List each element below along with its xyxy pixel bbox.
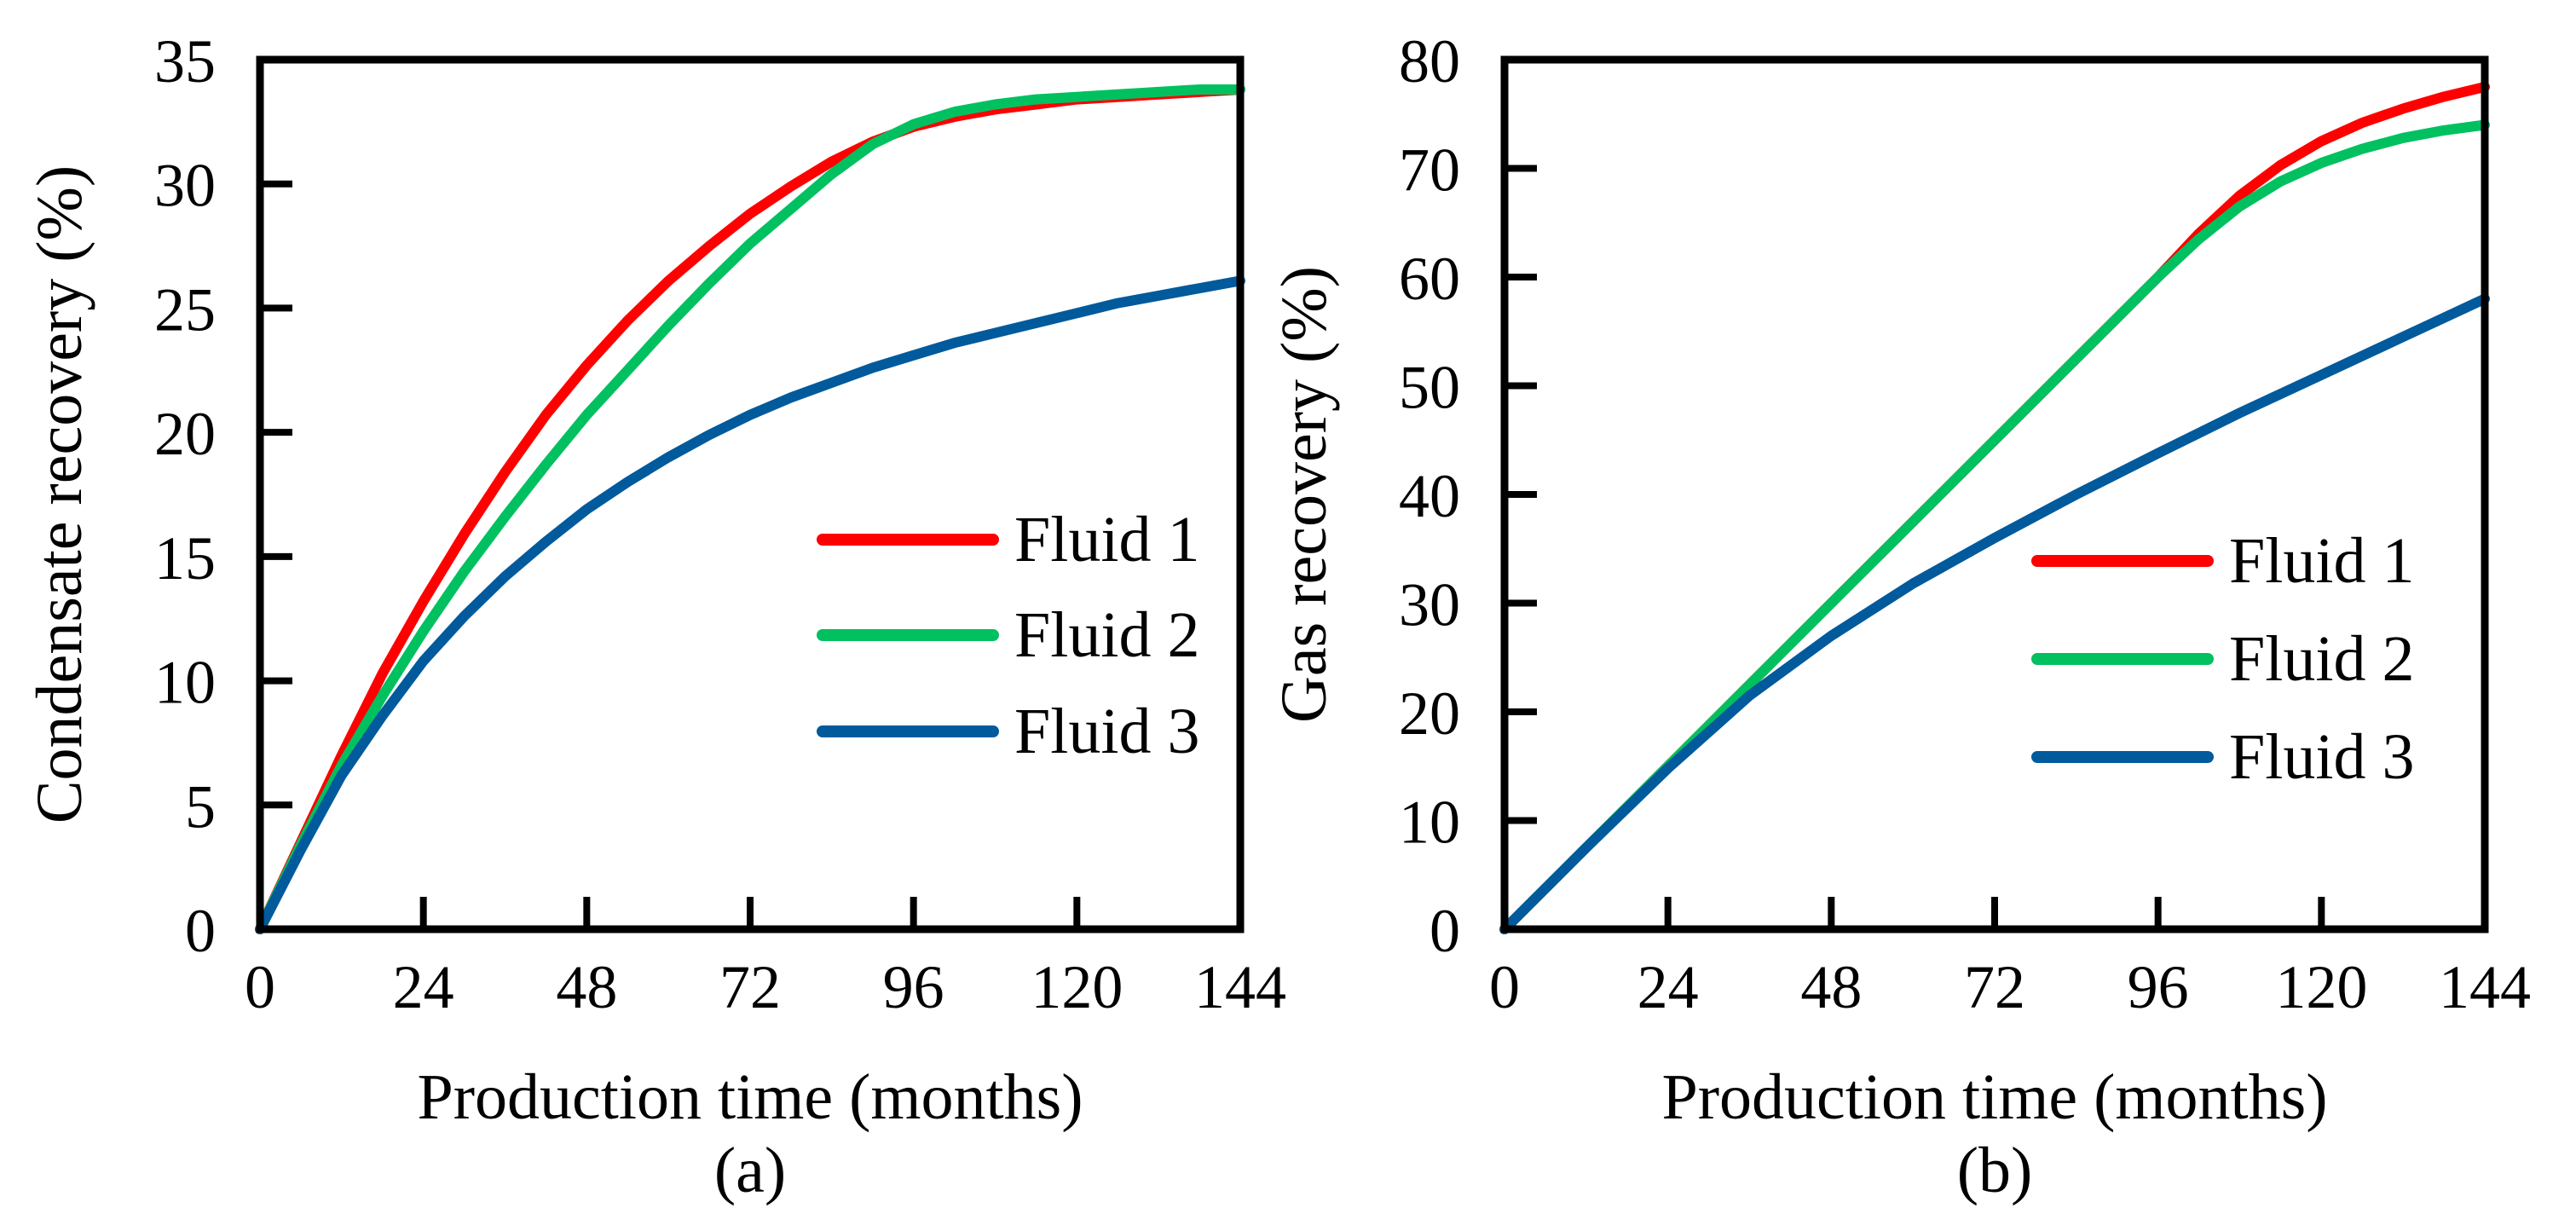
panel-a-y-tick-label-35: 35: [154, 27, 216, 95]
panel-b-x-tick-label-96: 96: [2128, 953, 2189, 1021]
panel-b-legend-label-fluid-2: Fluid 2: [2229, 623, 2415, 695]
panel-a-x-tick-label-72: 72: [719, 953, 781, 1021]
panel-a-y-tick-label-20: 20: [154, 400, 216, 468]
panel-a-y-axis-title: Condensate recovery (%): [24, 165, 95, 824]
panel-a-x-tick-label-48: 48: [556, 953, 617, 1021]
panel-b-y-tick-label-10: 10: [1399, 789, 1460, 857]
panel-b-label: (b): [1957, 1135, 2033, 1206]
panel-a-plot-frame: [256, 55, 1245, 933]
panel-b-y-tick-label-40: 40: [1399, 462, 1460, 530]
panel-a-label: (a): [714, 1135, 786, 1206]
panel-a-x-tick-label-120: 120: [1031, 953, 1123, 1021]
panel-a-legend-label-fluid-2: Fluid 2: [1014, 599, 1200, 671]
panel-b-gas-recovery: 0 24 48 72 96 120 144 0 10 20 30 40 50 60 70 80 Product…: [1268, 27, 2531, 1206]
panel-b-y-tick-label-30: 30: [1399, 571, 1460, 639]
panel-b-x-tick-label-72: 72: [1964, 953, 2025, 1021]
panel-a-y-tick-label-5: 5: [185, 772, 216, 841]
panel-b-y-axis-title: Gas recovery (%): [1268, 266, 1340, 723]
panel-a-legend-label-fluid-1: Fluid 1: [1014, 504, 1200, 575]
panel-b-y-tick-label-70: 70: [1399, 136, 1460, 205]
panel-a-series-line-fluid-2: [255, 84, 1245, 934]
panel-a-condensate-recovery: 0 24 48 72 96 120 144 0 5 10 15 20 25 30 35 Production…: [24, 27, 1286, 1206]
panel-a-y-tick-label-25: 25: [154, 275, 216, 344]
panel-b-series-line-fluid-2: [1499, 119, 2490, 934]
panel-a-legend-label-fluid-3: Fluid 3: [1014, 696, 1200, 767]
panel-b-y-tick-label-60: 60: [1399, 245, 1460, 313]
panel-a-x-axis-title: Production time (months): [417, 1061, 1083, 1133]
panel-b-series-line-fluid-3: [1499, 293, 2490, 934]
panel-b-legend-label-fluid-3: Fluid 3: [2229, 721, 2415, 793]
panel-a-y-tick-label-10: 10: [154, 649, 216, 717]
panel-b-y-tick-label-80: 80: [1399, 27, 1460, 95]
panel-a-y-tick-label-0: 0: [185, 897, 216, 965]
panel-b-legend: Fluid 1 Fluid 2 Fluid 3: [2031, 525, 2415, 793]
panel-a-y-tick-label-15: 15: [154, 524, 216, 592]
panel-a-x-tick-label-0: 0: [245, 953, 275, 1021]
panel-b-y-tick-label-0: 0: [1430, 897, 1460, 965]
panel-b-x-tick-label-24: 24: [1637, 953, 1699, 1021]
panel-a-x-tick-label-144: 144: [1194, 953, 1286, 1021]
panel-a-x-tick-label-24: 24: [393, 953, 454, 1021]
panel-b-x-axis-title: Production time (months): [1661, 1061, 2327, 1133]
panel-b-x-tick-label-0: 0: [1489, 953, 1520, 1021]
panel-b-legend-label-fluid-1: Fluid 1: [2229, 525, 2415, 597]
panel-b-plot-frame: [1500, 55, 2489, 933]
panel-a-x-tick-label-96: 96: [883, 953, 944, 1021]
panel-a-legend: Fluid 1 Fluid 2 Fluid 3: [817, 504, 1200, 767]
panel-b-x-tick-label-144: 144: [2439, 953, 2531, 1021]
panel-a-series-line-fluid-3: [255, 275, 1245, 934]
panel-b-y-tick-label-50: 50: [1399, 354, 1460, 422]
panel-b-y-tick-label-20: 20: [1399, 679, 1460, 748]
panel-a-y-tick-label-30: 30: [154, 152, 216, 220]
panel-b-x-tick-label-48: 48: [1800, 953, 1862, 1021]
panel-b-x-tick-label-120: 120: [2275, 953, 2367, 1021]
